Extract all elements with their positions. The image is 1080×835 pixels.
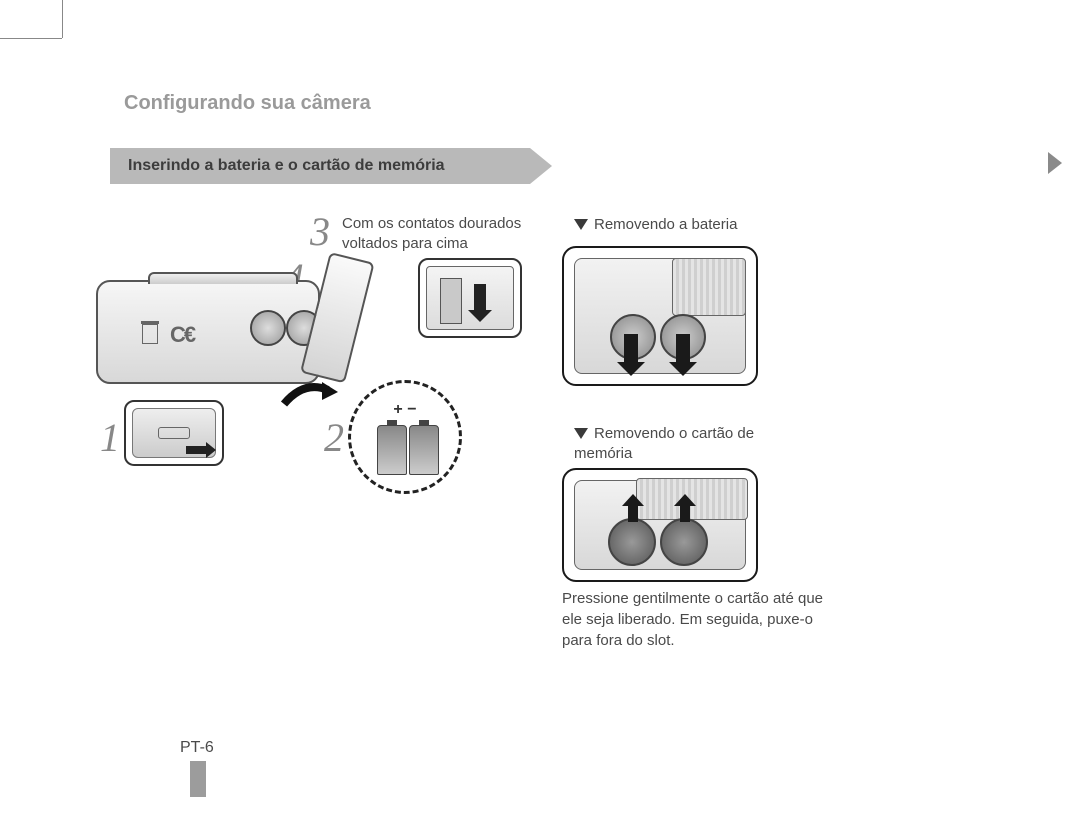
push-arrow-icon — [680, 504, 690, 522]
camera-diagram: C€ — [96, 280, 320, 384]
callout-step-3 — [418, 258, 522, 338]
open-cover-arrow-icon — [278, 374, 338, 414]
callout-step-2: + − — [348, 380, 462, 494]
step-number-1: 1 — [100, 414, 120, 461]
remove-card-diagram — [562, 468, 758, 582]
ribbon-tail-icon — [530, 148, 552, 184]
compartment-lid-icon — [672, 258, 746, 316]
crop-mark-vertical — [62, 0, 63, 38]
battery-slot-icon — [250, 310, 286, 346]
step-3-caption: Com os contatos dourados voltados para c… — [342, 214, 522, 255]
insert-arrow-icon — [474, 284, 486, 312]
remove-battery-label: Removendo a bateria — [594, 216, 737, 233]
battery-hole-icon — [660, 518, 708, 566]
remove-battery-diagram — [562, 246, 758, 386]
eject-arrow-icon — [624, 334, 638, 364]
ce-mark-icon: C€ — [170, 322, 194, 348]
remove-card-label: Removendo o cartão de memória — [574, 425, 754, 462]
battery-cell-icon — [377, 425, 407, 475]
remove-card-note: Pressione gentilmente o cartão até que e… — [562, 588, 832, 651]
battery-cell-icon — [409, 425, 439, 475]
triangle-down-icon — [574, 428, 588, 439]
remove-card-heading: Removendo o cartão de memória — [574, 424, 774, 465]
section-ribbon-label: Inserindo a bateria e o cartão de memóri… — [110, 148, 530, 184]
eject-arrow-icon — [676, 334, 690, 364]
page-number-tab — [190, 761, 206, 797]
section-ribbon: Inserindo a bateria e o cartão de memóri… — [110, 148, 565, 184]
step-number-2: 2 — [324, 414, 344, 461]
triangle-down-icon — [574, 219, 588, 230]
polarity-label: + − — [351, 401, 459, 419]
slide-arrow-icon — [186, 446, 208, 454]
trash-icon — [142, 324, 158, 344]
page-title: Configurando sua câmera — [124, 92, 371, 115]
crop-mark-horizontal — [0, 38, 62, 39]
callout-step-1 — [124, 400, 224, 466]
step-number-3: 3 — [310, 208, 330, 255]
remove-battery-heading: Removendo a bateria — [574, 216, 737, 233]
page-number: PT-6 — [180, 739, 214, 757]
memory-card-icon — [440, 278, 462, 324]
push-arrow-icon — [628, 504, 638, 522]
battery-hole-icon — [608, 518, 656, 566]
